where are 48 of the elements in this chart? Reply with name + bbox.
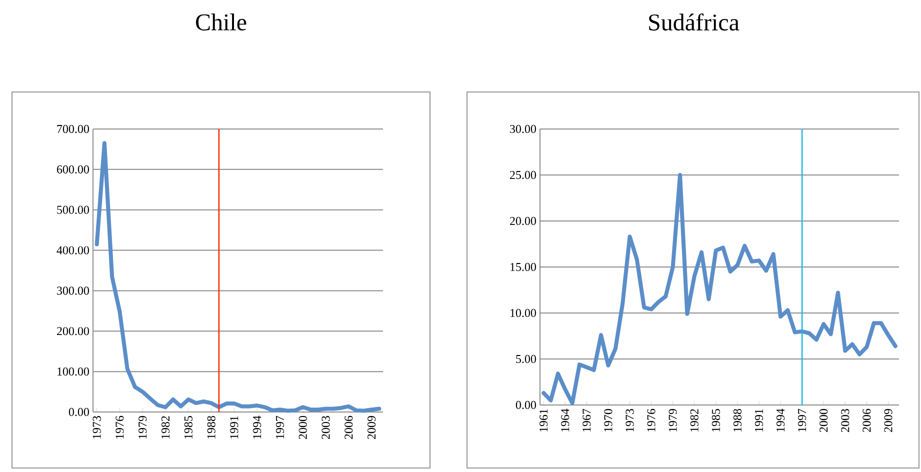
chart-title: Sudáfrica bbox=[649, 13, 740, 31]
x-tick-label: 1961 bbox=[540, 409, 548, 432]
y-tick-label: 300.00 bbox=[57, 286, 90, 295]
y-tick-label: 500.00 bbox=[57, 206, 90, 214]
y-tick-label: 200.00 bbox=[57, 327, 90, 336]
x-tick-label: 2003 bbox=[322, 416, 330, 439]
x-tick-label: 2006 bbox=[344, 416, 353, 439]
x-tick-label: 1967 bbox=[582, 408, 591, 432]
x-tick-label: 1979 bbox=[668, 409, 677, 432]
x-tick-label: 1988 bbox=[733, 408, 742, 432]
x-tick-label: 2009 bbox=[884, 409, 892, 432]
x-tick-label: 1991 bbox=[230, 416, 238, 438]
x-tick-label: 1970 bbox=[604, 408, 612, 432]
y-tick-label: 0.00 bbox=[68, 408, 90, 416]
x-tick-label: 1964 bbox=[561, 408, 570, 432]
x-tick-label: 1985 bbox=[712, 408, 720, 432]
y-tick-label: 20.00 bbox=[510, 216, 536, 226]
x-tick-label: 2000 bbox=[820, 408, 828, 432]
y-tick-label: 600.00 bbox=[56, 165, 90, 174]
y-tick-label: 0.00 bbox=[516, 400, 536, 410]
x-tick-label: 1973 bbox=[626, 408, 634, 432]
y-tick-label: 100.00 bbox=[58, 367, 90, 376]
x-tick-label: 1973 bbox=[92, 416, 101, 438]
y-tick-label: 400.00 bbox=[56, 246, 90, 254]
line-series bbox=[94, 141, 382, 413]
x-tick-label: 1994 bbox=[253, 416, 262, 438]
x-tick-label: 1976 bbox=[647, 408, 656, 432]
y-tick-label: 5.00 bbox=[516, 354, 536, 364]
x-tick-label: 2006 bbox=[862, 408, 871, 432]
x-tick-label: 1988 bbox=[207, 416, 216, 438]
y-tick-label: 700.00 bbox=[57, 124, 90, 134]
x-tick-label: 1982 bbox=[690, 409, 698, 432]
x-tick-label: 1997 bbox=[276, 416, 284, 438]
x-tick-label: 2009 bbox=[368, 416, 376, 439]
x-tick-label: 2000 bbox=[298, 416, 307, 439]
x-tick-label: 1976 bbox=[116, 416, 124, 438]
x-tick-label: 1979 bbox=[138, 416, 147, 438]
x-tick-label: 1994 bbox=[776, 408, 785, 432]
y-tick-label: 10.00 bbox=[510, 308, 536, 318]
x-tick-label: 2003 bbox=[841, 408, 850, 432]
x-tick-label: 1991 bbox=[754, 409, 764, 432]
x-tick-label: 1985 bbox=[184, 416, 192, 438]
x-tick-label: 1982 bbox=[161, 416, 170, 438]
x-tick-label: 1997 bbox=[798, 408, 806, 432]
y-tick-label: 15.00 bbox=[510, 262, 536, 272]
y-tick-label: 30.00 bbox=[510, 124, 536, 134]
y-tick-label: 25.00 bbox=[510, 170, 536, 180]
chart-title: Chile bbox=[196, 14, 246, 30]
